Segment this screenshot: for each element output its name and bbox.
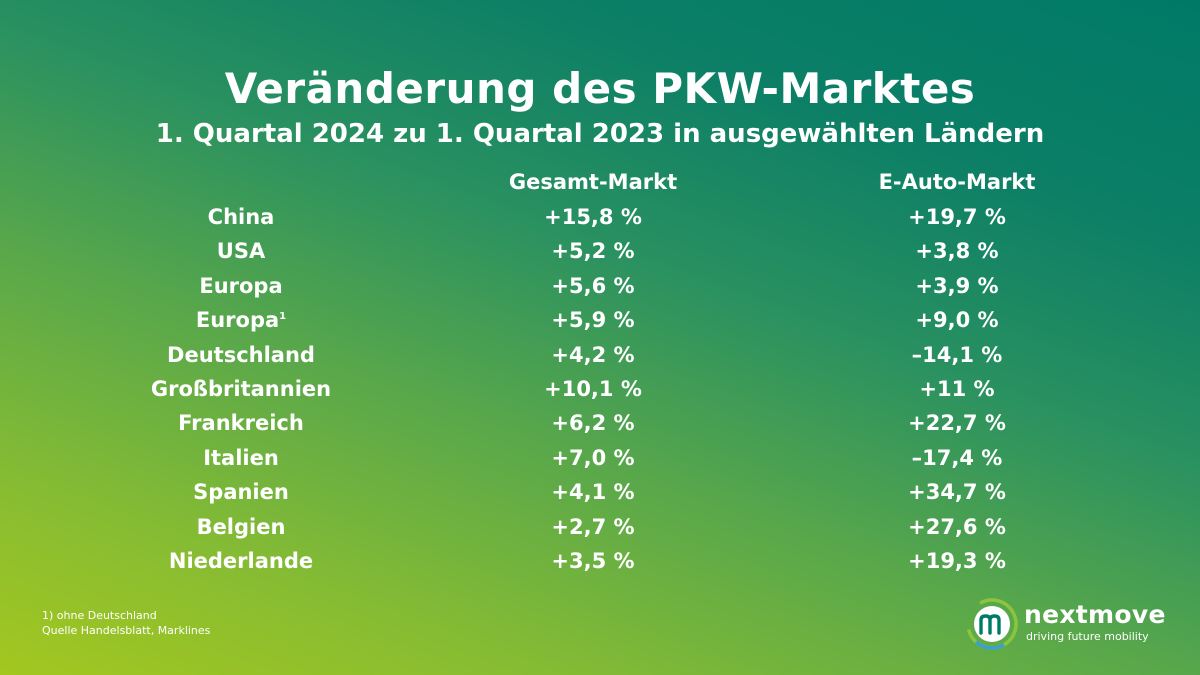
country-name: Deutschland	[167, 342, 315, 367]
e-auto-markt-value: +19,7 %	[908, 205, 1006, 229]
gesamt-markt-value: +4,2 %	[551, 342, 635, 367]
gesamt-markt-value: +15,8 %	[544, 205, 642, 229]
table-row: China +15,8 % +19,7 %	[0, 200, 1200, 234]
e-auto-markt-value: +9,0 %	[915, 308, 999, 333]
country-name: Niederlande	[168, 549, 314, 573]
gesamt-markt-value: +6,2 %	[551, 411, 635, 436]
table-row: USA +5,2 % +3,8 %	[0, 234, 1200, 268]
e-auto-markt-value: +3,8 %	[915, 239, 999, 264]
footnotes: 1) ohne Deutschland Quelle Handelsblatt,…	[42, 608, 210, 638]
gesamt-markt-value: +7,0 %	[551, 445, 635, 470]
country-label: Belgien	[91, 510, 391, 544]
chart-title: Veränderung des PKW-Marktes	[224, 64, 976, 113]
nextmove-logo: nextmove driving future mobility	[966, 598, 1166, 650]
e-auto-markt-value: +19,3 %	[908, 549, 1006, 573]
source-text: Quelle Handelsblatt, Marklines	[42, 624, 211, 637]
gesamt-markt-value: +2,7 %	[551, 514, 635, 539]
table-row: Frankreich +6,2 % +22,7 %	[0, 406, 1200, 440]
country-label: China	[91, 200, 391, 234]
gesamt-markt-value: +5,9 %	[551, 308, 635, 333]
footnote-marker: 1	[279, 311, 287, 323]
gesamt-markt-value: +5,6 %	[551, 273, 635, 298]
table-row: Europa1 +5,9 % +9,0 %	[0, 303, 1200, 337]
country-name: China	[207, 205, 275, 229]
e-auto-markt-value: –17,4 %	[911, 445, 1003, 470]
chart-subtitle: 1. Quartal 2024 zu 1. Quartal 2023 in au…	[155, 119, 1045, 149]
logo-tagline: driving future mobility	[1026, 630, 1149, 643]
country-label: Deutschland	[91, 338, 391, 372]
table-row: Deutschland +4,2 % –14,1 %	[0, 338, 1200, 372]
e-auto-markt-value: +3,9 %	[915, 273, 999, 298]
country-label: Europa1	[91, 303, 391, 337]
gesamt-markt-value: +5,2 %	[551, 239, 635, 264]
nextmove-m-logo-icon	[966, 598, 1018, 650]
country-name: Belgien	[196, 514, 286, 539]
country-label: Italien	[91, 441, 391, 475]
table-row: Italien +7,0 % –17,4 %	[0, 441, 1200, 475]
country-name: USA	[216, 239, 266, 264]
e-auto-markt-value: +34,7 %	[908, 480, 1006, 505]
country-name: Spanien	[193, 480, 289, 505]
gesamt-markt-value: +3,5 %	[551, 549, 635, 573]
column-header-e-auto-markt: E-Auto-Markt	[878, 170, 1036, 194]
country-name: Großbritannien	[150, 377, 332, 401]
country-label: Spanien	[91, 475, 391, 509]
country-label: Frankreich	[91, 406, 391, 440]
footnote-text: 1) ohne Deutschland	[42, 609, 157, 622]
table-row: Niederlande +3,5 % +19,3 %	[0, 544, 1200, 578]
country-label: Großbritannien	[91, 372, 391, 406]
country-label: Europa	[91, 269, 391, 303]
column-header-gesamt-markt: Gesamt-Markt	[508, 170, 678, 194]
e-auto-markt-value: +11 %	[919, 377, 995, 401]
table-row: Spanien +4,1 % +34,7 %	[0, 475, 1200, 509]
table-row: Belgien +2,7 % +27,6 %	[0, 510, 1200, 544]
country-name: Europa	[195, 308, 280, 333]
country-label: USA	[91, 234, 391, 268]
country-name: Europa	[199, 273, 283, 298]
table-row: Europa +5,6 % +3,9 %	[0, 269, 1200, 303]
e-auto-markt-value: +27,6 %	[908, 514, 1006, 539]
gesamt-markt-value: +4,1 %	[551, 480, 635, 505]
country-name: Frankreich	[178, 411, 304, 436]
country-name: Italien	[203, 445, 279, 470]
logo-wordmark: nextmove	[1024, 600, 1166, 629]
country-label: Niederlande	[91, 544, 391, 578]
table-row: Großbritannien +10,1 % +11 %	[0, 372, 1200, 406]
gesamt-markt-value: +10,1 %	[544, 377, 642, 401]
e-auto-markt-value: –14,1 %	[911, 342, 1003, 367]
e-auto-markt-value: +22,7 %	[908, 411, 1006, 436]
